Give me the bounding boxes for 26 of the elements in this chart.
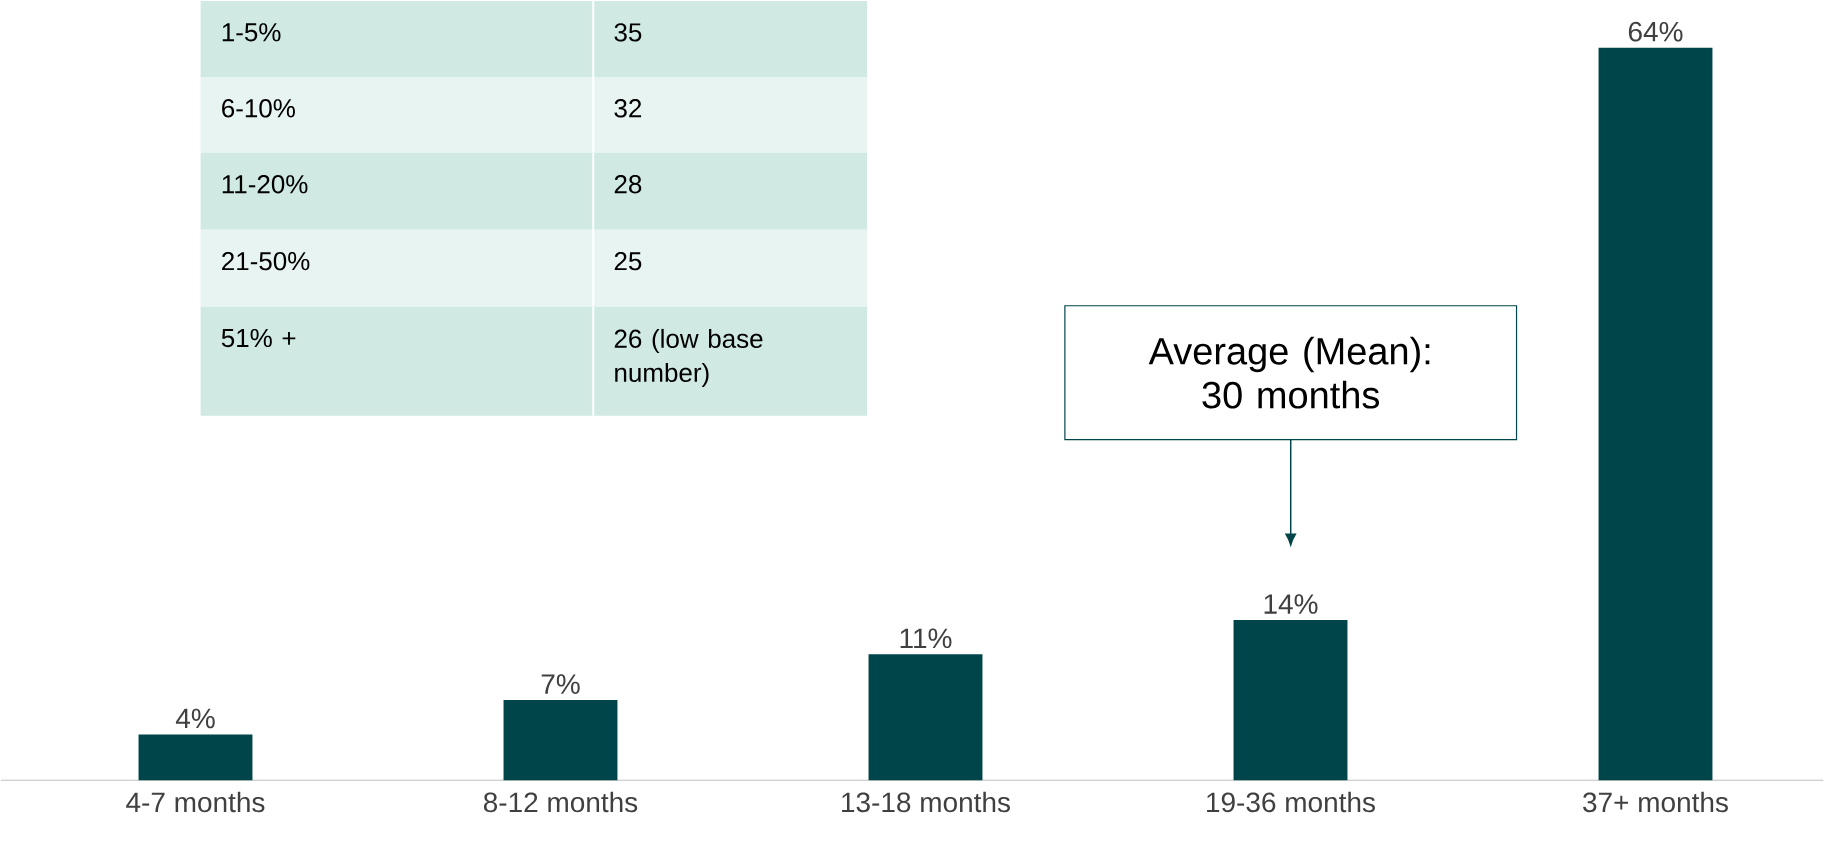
bar bbox=[503, 699, 618, 781]
data-label: 64% bbox=[1628, 21, 1683, 42]
bar bbox=[138, 734, 253, 781]
x-tick-label: 19-36 months bbox=[1207, 791, 1375, 813]
bar bbox=[1598, 47, 1713, 781]
annotation: 32 bbox=[614, 98, 642, 118]
annotation: 28 bbox=[614, 174, 642, 194]
annotation: 21-50% bbox=[222, 251, 310, 271]
data-label: 4% bbox=[175, 708, 215, 729]
data-label: 7% bbox=[541, 674, 580, 694]
x-tick-label: 37+ months bbox=[1583, 791, 1728, 813]
annotation: 6-10% bbox=[222, 98, 295, 118]
x-tick-label: 13-18 months bbox=[842, 791, 1010, 813]
bar bbox=[868, 654, 983, 781]
bar bbox=[1233, 619, 1348, 781]
x-tick-label: 8-12 months bbox=[483, 791, 638, 813]
x-tick-label: 4-7 months bbox=[126, 791, 265, 813]
annotation: 26 (low base number) bbox=[614, 328, 763, 387]
data-label: 11% bbox=[900, 628, 952, 648]
annotation: 51% + bbox=[221, 328, 296, 348]
text: 1-5% bbox=[222, 23, 281, 42]
annotation: 11-20% bbox=[222, 174, 308, 194]
annotation: Average (Mean): 30 months bbox=[1148, 336, 1430, 409]
annotation: 25 bbox=[614, 251, 642, 271]
text: 35 bbox=[614, 23, 642, 42]
data-label: 14% bbox=[1264, 594, 1318, 614]
